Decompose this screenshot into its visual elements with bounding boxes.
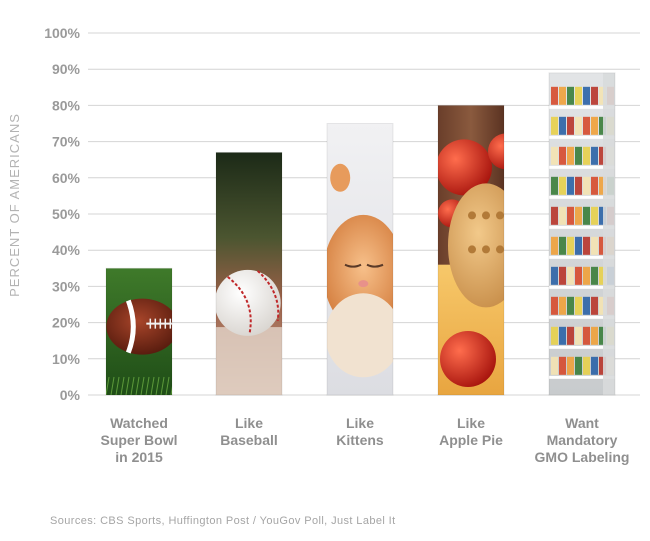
bar-football-on-grass: [106, 268, 172, 395]
bar-outline: [437, 104, 505, 396]
bar-apples-and-pie: [438, 105, 504, 396]
y-tick-label: 80%: [52, 97, 81, 113]
category-label: Like Apple Pie: [439, 415, 503, 448]
y-tick-label: 40%: [52, 242, 81, 258]
bar-baseball-on-field: [216, 152, 282, 395]
y-axis-label: PERCENT OF AMERICANS: [7, 113, 22, 297]
y-tick-labels: 0% 10% 20% 30% 40% 50% 60% 70% 80% 90% 100%: [44, 25, 80, 403]
y-tick-label: 70%: [52, 134, 81, 150]
y-tick-label: 50%: [52, 206, 81, 222]
category-label: Like Kittens: [336, 415, 384, 448]
y-tick-label: 100%: [44, 25, 80, 41]
sources-footnote: Sources: CBS Sports, Huffington Post / Y…: [50, 515, 396, 527]
bar-outline: [548, 72, 616, 396]
bar-outline: [215, 151, 283, 396]
category-label: Watched Super Bowl in 2015: [100, 415, 177, 465]
bar-orange-kitten: [327, 123, 393, 395]
y-tick-label: 10%: [52, 351, 81, 367]
y-tick-label: 60%: [52, 170, 81, 186]
y-tick-label: 30%: [52, 278, 81, 294]
category-labels: Watched Super Bowl in 2015 Like Baseball Like…: [100, 415, 629, 465]
y-tick-label: 90%: [52, 61, 81, 77]
bars: [105, 72, 616, 396]
bar-grocery-shelves: [549, 72, 615, 395]
category-label: Like Baseball: [220, 415, 278, 448]
category-label: Want Mandatory GMO Labeling: [535, 415, 630, 465]
y-tick-label: 0%: [60, 387, 81, 403]
bar-outline: [105, 267, 173, 396]
bar-outline: [326, 123, 394, 396]
y-tick-label: 20%: [52, 315, 81, 331]
